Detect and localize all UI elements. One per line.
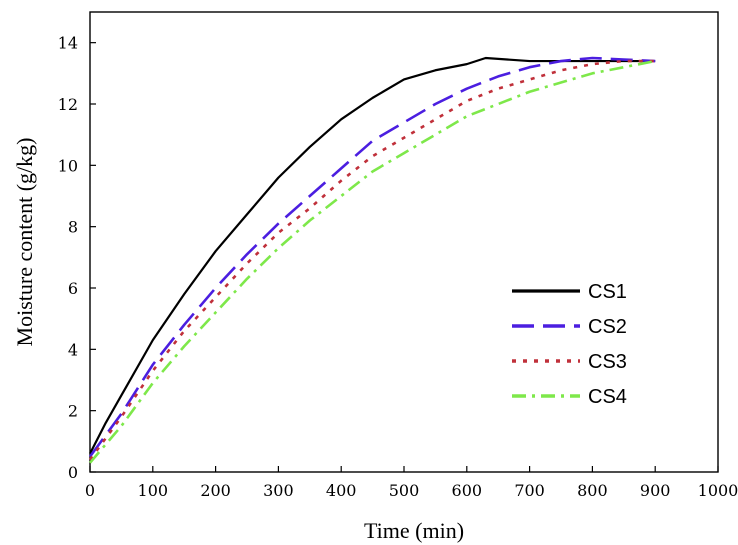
x-tick-label: 200 [200,481,231,500]
y-tick-label: 4 [68,340,78,359]
x-tick-label: 500 [389,481,420,500]
x-axis-label: Time (min) [364,518,464,543]
series-line-cs2 [88,56,656,458]
legend-label-cs2: CS2 [588,316,627,338]
x-tick-label: 0 [85,481,95,500]
x-tick-label: 900 [640,481,671,500]
y-tick-label: 8 [68,218,78,237]
x-tick-label: 100 [138,481,169,500]
x-tick-label: 1000 [698,481,738,500]
series-layer [88,56,656,464]
x-tick-label: 400 [326,481,357,500]
series-line-cs4 [89,59,656,464]
y-tick-label: 2 [68,402,78,421]
series-line-cs1 [89,56,656,455]
y-tick-label: 10 [58,156,78,175]
x-tick-label: 700 [514,481,545,500]
series-line-cs3 [88,59,656,461]
y-tick-label: 0 [68,463,78,482]
y-tick-label: 12 [58,95,78,114]
x-tick-label: 800 [577,481,608,500]
legend: CS1 CS2 CS3 CS4 [512,281,627,408]
x-tick-label: 600 [452,481,483,500]
x-tick-label: 300 [263,481,294,500]
y-tick-label: 6 [68,279,78,298]
y-tick-label: 14 [58,34,78,53]
y-axis-label: Moisture content (g/kg) [12,138,37,347]
x-axis-ticks: 0 100 200 300 400 500 600 700 800 900 1000 [85,466,738,500]
legend-label-cs3: CS3 [588,351,627,373]
legend-label-cs4: CS4 [588,386,627,408]
y-axis-ticks: 0 2 4 6 8 10 12 14 [58,34,96,482]
legend-label-cs1: CS1 [588,281,627,303]
